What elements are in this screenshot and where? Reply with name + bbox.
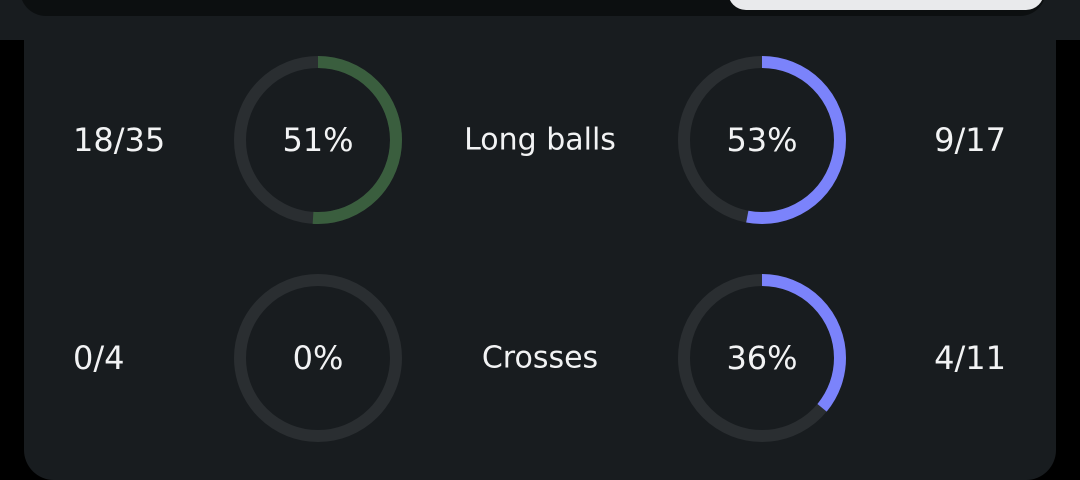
away-percent: 36%	[726, 339, 798, 377]
ring-progress-arc	[678, 274, 846, 442]
home-ring: 0%	[228, 268, 408, 448]
stat-label: Long balls	[464, 122, 616, 158]
away-value: 9/17	[934, 121, 1006, 159]
stat-row-long-balls: 18/35 51% Long balls 53% 9/17	[0, 50, 1080, 230]
ring-progress-arc	[678, 56, 846, 224]
top-bar	[0, 0, 1080, 40]
away-ring: 36%	[672, 268, 852, 448]
top-pill-button[interactable]	[728, 0, 1044, 10]
away-value: 4/11	[934, 339, 1006, 377]
away-ring: 53%	[672, 50, 852, 230]
ring-chart	[678, 274, 846, 442]
stat-label: Crosses	[481, 340, 599, 376]
ring-chart	[678, 56, 846, 224]
home-ring: 51%	[228, 50, 408, 230]
stat-row-crosses: 0/4 0% Crosses 36% 4/11	[0, 268, 1080, 448]
ring-progress-arc	[234, 56, 402, 224]
ring-chart	[234, 274, 402, 442]
ring-track	[234, 274, 402, 442]
home-value: 0/4	[73, 339, 125, 377]
home-percent: 0%	[292, 339, 344, 377]
stats-card	[24, 40, 1056, 480]
home-percent: 51%	[282, 121, 354, 159]
away-percent: 53%	[726, 121, 798, 159]
home-value: 18/35	[73, 121, 166, 159]
ring-chart	[234, 56, 402, 224]
